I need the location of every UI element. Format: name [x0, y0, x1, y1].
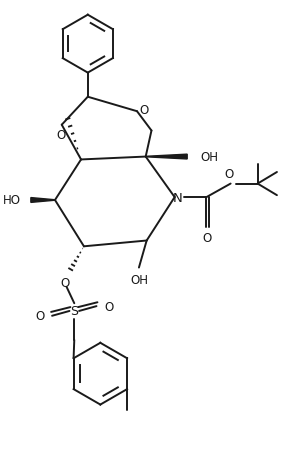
Text: N: N — [173, 191, 183, 204]
Text: O: O — [56, 129, 65, 142]
Text: O: O — [104, 300, 114, 313]
Text: O: O — [224, 168, 233, 181]
Text: O: O — [35, 309, 44, 323]
Polygon shape — [31, 198, 55, 203]
Text: OH: OH — [130, 273, 148, 286]
Text: O: O — [139, 104, 148, 116]
Text: S: S — [70, 305, 78, 318]
Text: O: O — [203, 232, 212, 245]
Text: O: O — [60, 277, 69, 290]
Text: OH: OH — [201, 151, 219, 164]
Polygon shape — [146, 155, 187, 160]
Text: HO: HO — [3, 194, 21, 207]
